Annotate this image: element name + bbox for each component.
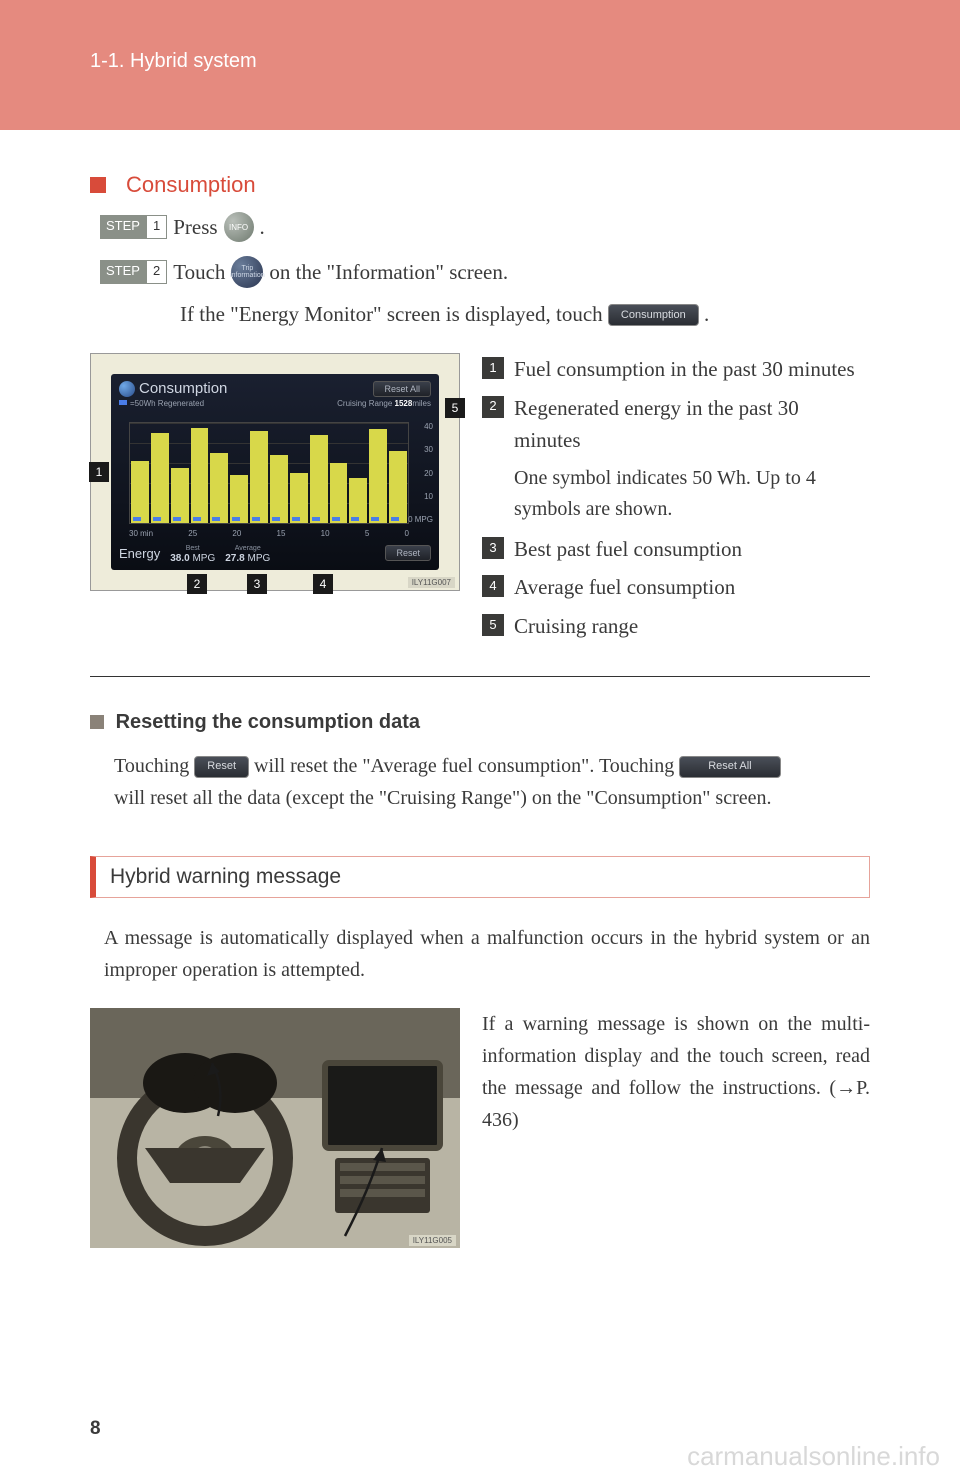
consumption-pill-button: Consumption: [608, 304, 699, 326]
dash-image-id: ILY11G005: [409, 1235, 456, 1246]
callout-1: 1: [89, 462, 109, 482]
step-1-suffix: .: [260, 215, 265, 240]
trip-top: Trip: [241, 265, 253, 272]
header-section-text: 1-1. Hybrid system: [90, 50, 960, 73]
bars-area: [129, 422, 409, 524]
mpg-2: MPG: [247, 553, 270, 564]
legend-text-1: Fuel consumption in the past 30 minutes: [514, 353, 855, 386]
divider: [90, 676, 870, 677]
figure-row: Consumption Reset All =50Wh Regenerated …: [90, 353, 870, 648]
avg-label: Average: [235, 545, 261, 552]
step-num: 2: [146, 260, 167, 284]
hybrid-heading: Hybrid warning message: [90, 856, 870, 898]
reset-body: Touching Reset will reset the "Average f…: [114, 750, 870, 814]
reset-all-mini-button: Reset All: [373, 381, 431, 397]
consumption-chart: Consumption Reset All =50Wh Regenerated …: [90, 353, 460, 591]
cruising-unit: miles: [412, 399, 431, 408]
callout-5: 5: [445, 398, 465, 418]
consumption-heading: Consumption: [90, 172, 870, 198]
cruising-label: Cruising Range: [337, 399, 392, 408]
regen-label: =50Wh Regenerated: [130, 399, 204, 408]
chart-image-id: ILY11G007: [408, 577, 455, 588]
legend-num-3: 3: [482, 537, 504, 559]
energy-monitor-note: If the "Energy Monitor" screen is displa…: [180, 302, 870, 327]
reset-line1a: Touching: [114, 755, 194, 777]
chart-footer: Energy Best38.0 MPG Average27.8 MPG Rese…: [119, 542, 431, 564]
chart-title: Consumption: [139, 380, 227, 397]
regen-swatch: [119, 400, 127, 405]
note-suffix: .: [704, 302, 709, 326]
note-prefix: If the "Energy Monitor" screen is displa…: [180, 302, 608, 326]
red-square-bullet: [90, 177, 106, 193]
globe-icon: [119, 381, 135, 397]
legend-num-5: 5: [482, 614, 504, 636]
hybrid-para: A message is automatically displayed whe…: [104, 922, 870, 986]
callout-3: 3: [247, 574, 267, 594]
trip-bot: information: [230, 272, 265, 279]
cruising-value: 1528: [395, 399, 413, 408]
chart-inner: Consumption Reset All =50Wh Regenerated …: [111, 374, 439, 570]
legend-text-4: Average fuel consumption: [514, 571, 735, 604]
info-button-icon: INFO: [224, 212, 254, 242]
hybrid-side-text: If a warning message is shown on the mul…: [482, 1008, 870, 1248]
legend-num-4: 4: [482, 575, 504, 597]
reset-line2: will reset all the data (except the "Cru…: [114, 787, 772, 809]
step-num: 1: [146, 215, 167, 239]
dashboard-row: ILY11G005 If a warning message is shown …: [90, 1008, 870, 1248]
header-band: 1-1. Hybrid system: [0, 0, 960, 130]
step-label: STEP: [100, 215, 146, 239]
trip-info-button-icon: Trip information: [231, 256, 263, 288]
energy-label: Energy: [119, 546, 160, 561]
legend-note: One symbol indicates 50 Wh. Up to 4 symb…: [514, 463, 870, 525]
hybrid-heading-text: Hybrid warning message: [110, 865, 341, 888]
step-label: STEP: [100, 260, 146, 284]
step-2-verb: Touch: [173, 260, 225, 285]
reset-title-text: Resetting the consumption data: [116, 711, 420, 733]
consumption-title: Consumption: [126, 172, 256, 197]
legend-num-1: 1: [482, 357, 504, 379]
page-number: 8: [90, 1418, 101, 1440]
avg-value: 27.8: [225, 553, 244, 564]
reset-section-title: Resetting the consumption data: [90, 711, 870, 734]
step-1-verb: Press: [173, 215, 217, 240]
dashboard-image: ILY11G005: [90, 1008, 460, 1248]
best-value: 38.0: [170, 553, 189, 564]
reset-all-pill-button: Reset All: [679, 756, 780, 778]
dashboard-svg: [90, 1008, 460, 1248]
best-label: Best: [186, 545, 200, 552]
gray-square-bullet: [90, 715, 104, 729]
callout-4: 4: [313, 574, 333, 594]
legend-list: 1 Fuel consumption in the past 30 minutes…: [482, 353, 870, 648]
page-content: Consumption STEP 1 Press INFO . STEP 2 T…: [0, 130, 960, 1248]
step-1-row: STEP 1 Press INFO .: [100, 212, 870, 242]
reset-pill-button: Reset: [194, 756, 249, 778]
x-axis-labels: 30 min2520151050: [129, 529, 409, 538]
step-2-badge: STEP 2: [100, 260, 167, 284]
reset-mini-button: Reset: [385, 545, 431, 561]
y-axis-labels: 403020100 MPG: [408, 422, 433, 524]
reset-line1b: will reset the "Average fuel consumption…: [254, 755, 679, 777]
step-2-suffix: on the "Information" screen.: [269, 260, 508, 285]
legend-text-5: Cruising range: [514, 610, 638, 643]
mpg-1: MPG: [192, 553, 215, 564]
legend-num-2: 2: [482, 396, 504, 418]
step-2-row: STEP 2 Touch Trip information on the "In…: [100, 256, 870, 288]
watermark: carmanualsonline.info: [687, 1441, 940, 1472]
legend-text-3: Best past fuel consumption: [514, 533, 742, 566]
step-1-badge: STEP 1: [100, 215, 167, 239]
legend-text-2: Regenerated energy in the past 30 minute…: [514, 392, 870, 457]
callout-2: 2: [187, 574, 207, 594]
